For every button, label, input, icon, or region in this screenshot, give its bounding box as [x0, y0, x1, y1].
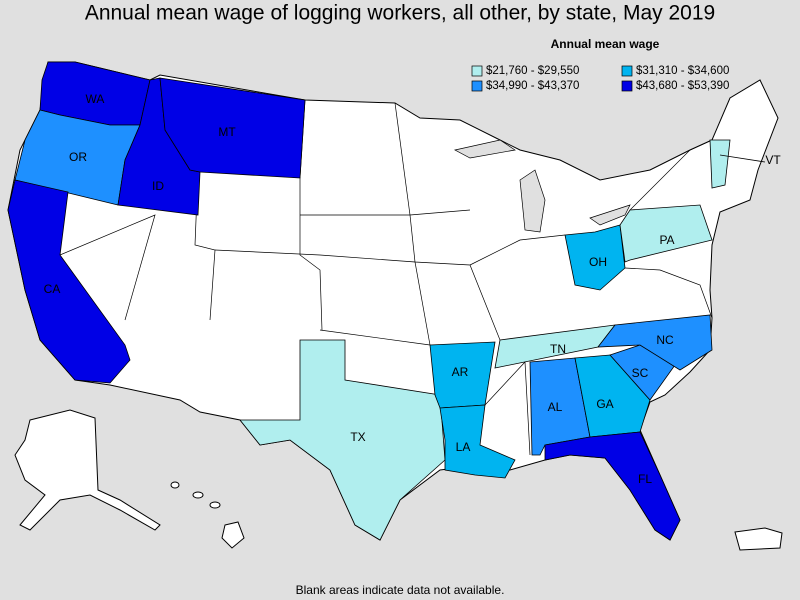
state-label: FL: [638, 472, 652, 486]
state-label: PA: [659, 233, 674, 247]
map-title: Annual mean wage of logging workers, all…: [85, 2, 715, 25]
state-label: MT: [218, 125, 236, 139]
state-label: ID: [152, 179, 164, 193]
legend-title: Annual mean wage: [551, 37, 660, 51]
state: [439, 404, 516, 479]
state-label: LA: [456, 440, 471, 454]
state-label: GA: [596, 397, 613, 411]
state-label: NC: [656, 333, 674, 347]
hawaii: [221, 521, 245, 549]
state-label: TX: [350, 430, 365, 444]
state-label: AL: [548, 400, 563, 414]
state-label: CA: [44, 282, 61, 296]
state-label: WA: [86, 92, 105, 106]
legend-label: $43,680 - $53,390: [636, 80, 729, 92]
hawaii: [170, 481, 180, 489]
state-border: [469, 234, 566, 266]
state-label: OH: [589, 255, 607, 269]
state: [597, 314, 713, 371]
legend-swatch: [471, 65, 483, 77]
legend-label: $31,310 - $34,600: [636, 65, 729, 77]
leader-line: [719, 154, 766, 163]
state-border: [59, 214, 156, 321]
state: [564, 224, 626, 291]
state: [7, 179, 131, 384]
legend-label: $34,990 - $43,370: [486, 80, 579, 92]
state-border: [629, 139, 713, 211]
hawaii: [192, 491, 204, 499]
state: [239, 339, 446, 541]
hawaii: [209, 501, 221, 509]
state-label: AR: [452, 365, 469, 379]
state-border: [319, 329, 431, 346]
legend: $21,760 - $29,550 $31,310 - $34,600 $34,99…: [471, 65, 729, 92]
state-label: OR: [69, 150, 87, 164]
state-label: TN: [550, 342, 566, 356]
state-label: VT: [765, 153, 781, 167]
lake: [519, 169, 546, 233]
state-label: SC: [632, 366, 649, 380]
alaska: [14, 409, 161, 531]
puerto-rico: [734, 527, 783, 551]
state: [619, 204, 713, 263]
states: WA OR ID MT CA TX AR LA TN AL GA SC NC OH PA VT FL: [7, 61, 781, 541]
state: [159, 77, 306, 179]
lake: [589, 204, 631, 226]
state: [544, 431, 681, 541]
state-border: [394, 102, 501, 341]
state: [574, 354, 651, 438]
legend-swatch: [621, 65, 633, 77]
state: [709, 139, 731, 189]
lake: [454, 139, 516, 159]
legend-swatch: [621, 80, 633, 92]
state-border: [624, 267, 713, 319]
state-border: [214, 249, 431, 346]
footnote: Blank areas indicate data not available.: [296, 583, 505, 597]
legend-swatch: [471, 80, 483, 92]
legend-label: $21,760 - $29,550: [486, 65, 579, 77]
